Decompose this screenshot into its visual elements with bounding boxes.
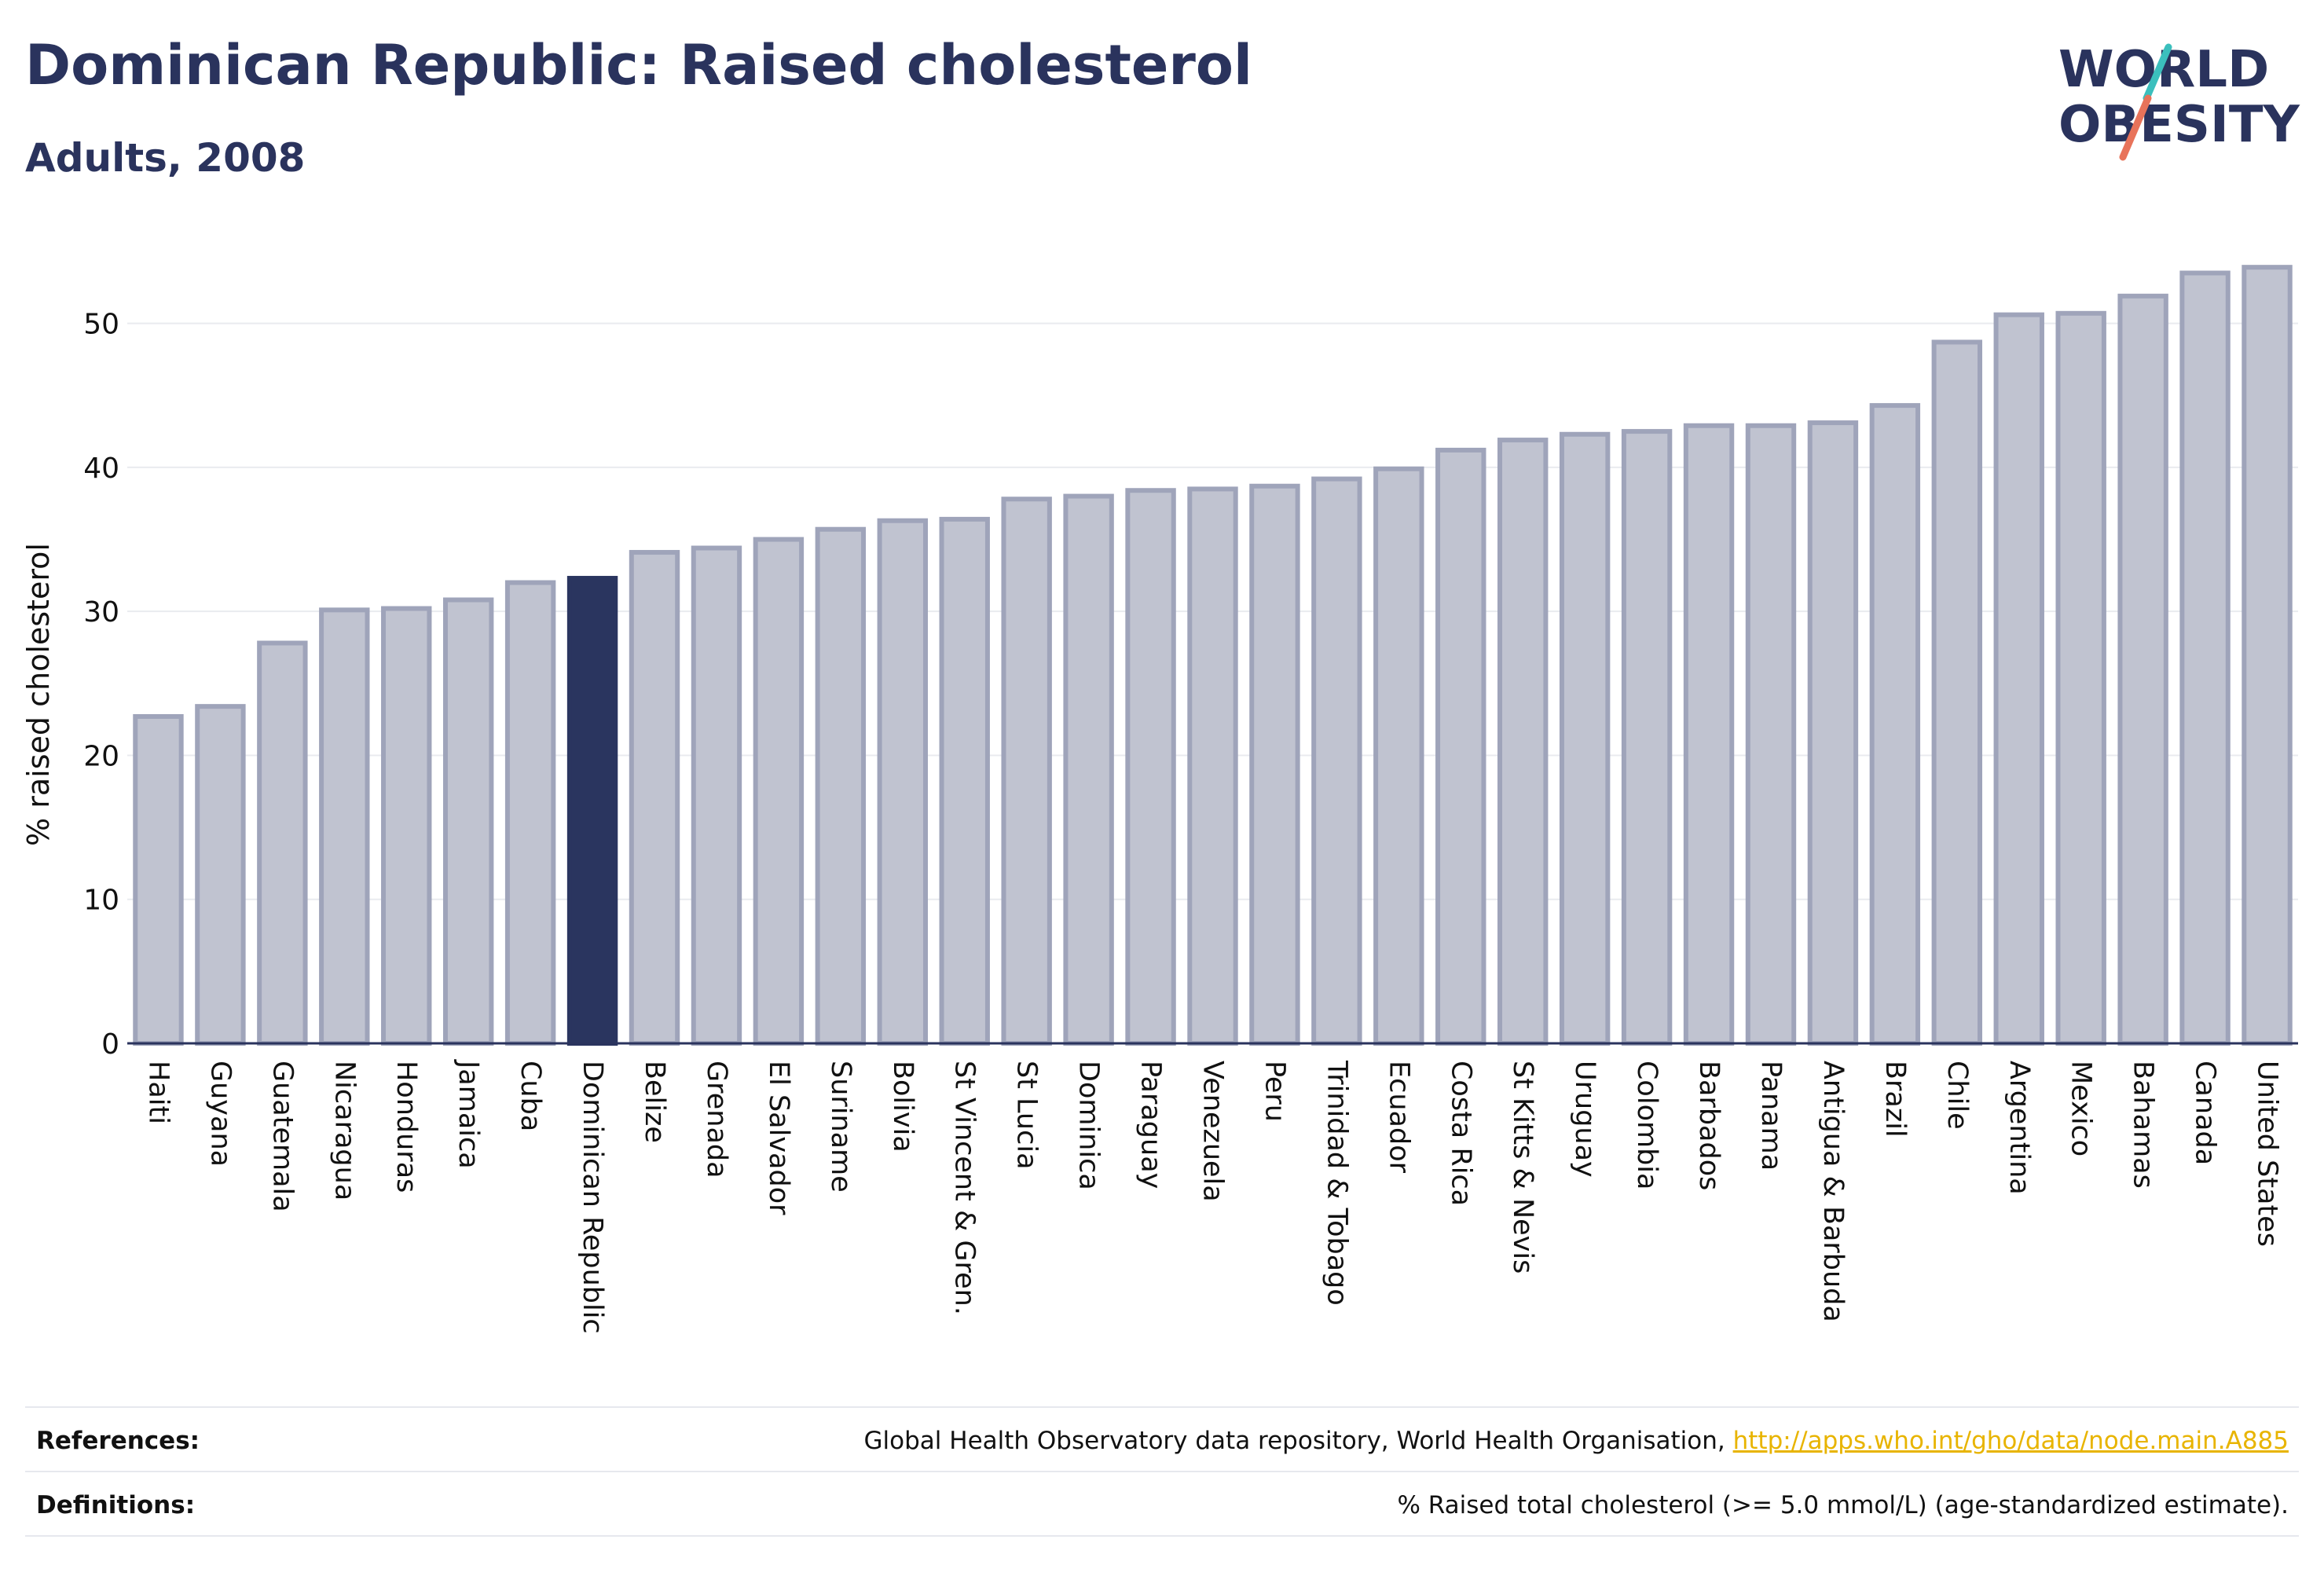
references-text: Global Health Observatory data repositor…: [864, 1427, 2289, 1455]
bar-argentina: [1993, 312, 2044, 1046]
bar-haiti: [133, 713, 184, 1046]
x-tick-label: Dominica: [1073, 1061, 1105, 1190]
x-tick-label: St Kitts & Nevis: [1507, 1061, 1538, 1274]
x-tick-label: Brazil: [1879, 1061, 1911, 1138]
bar-trinidad-tobago: [1311, 476, 1362, 1046]
x-tick-label: Panama: [1755, 1061, 1787, 1171]
bar-brazil: [1869, 403, 1921, 1046]
bar-venezuela: [1187, 486, 1238, 1046]
bar-el-salvador: [753, 537, 805, 1046]
logo-slash-coral: [2119, 94, 2152, 161]
bar-st-vincent-gren: [939, 516, 990, 1046]
x-tick-label: Guatemala: [266, 1061, 298, 1212]
logo-slash-teal: [2143, 43, 2172, 102]
references-label: References:: [36, 1427, 200, 1455]
references-link[interactable]: http://apps.who.int/gho/data/node.main.A…: [1732, 1427, 2289, 1455]
x-tick-label: Guyana: [204, 1061, 236, 1167]
bar-paraguay: [1125, 488, 1176, 1046]
bar-antigua-barbuda: [1807, 420, 1859, 1046]
y-tick-label: 0: [101, 1028, 119, 1061]
x-tick-label: Honduras: [390, 1061, 422, 1193]
x-tick-label: Colombia: [1631, 1061, 1662, 1189]
bar-uruguay: [1559, 431, 1611, 1046]
x-tick-label: Chile: [1941, 1061, 1973, 1130]
footer-divider-top: [25, 1406, 2299, 1408]
x-tick-label: Paraguay: [1135, 1061, 1167, 1189]
bar-st-lucia: [1001, 497, 1052, 1046]
y-tick-label: 10: [83, 885, 119, 917]
y-axis-label: % raised cholesterol: [21, 543, 56, 846]
bar-dominica: [1063, 493, 1114, 1046]
references-source: Global Health Observatory data repositor…: [863, 1427, 1725, 1455]
bar-bolivia: [877, 518, 928, 1046]
bar-guyana: [195, 704, 246, 1046]
bar-jamaica: [442, 597, 494, 1046]
bar-panama: [1745, 423, 1797, 1046]
bar-chart: 0 10 20 30 40 50 % raised cholesterol Haiti Gu…: [21, 265, 2298, 1334]
x-tick-label: Venezuela: [1197, 1061, 1229, 1202]
bar-barbados: [1683, 423, 1735, 1046]
bar-belize: [629, 550, 680, 1046]
chart-subtitle: Adults, 2008: [25, 135, 306, 181]
x-tick-label: Mexico: [2066, 1061, 2097, 1156]
x-tick-label: Jamaica: [453, 1059, 484, 1169]
x-tick-label: Cuba: [515, 1061, 546, 1131]
x-tick-label: Grenada: [701, 1061, 732, 1178]
bar-bahamas: [2117, 293, 2168, 1046]
y-tick-label: 20: [83, 740, 119, 772]
x-tick-label: Antigua & Barbuda: [1817, 1061, 1849, 1322]
definitions-label: Definitions:: [36, 1491, 196, 1519]
x-tick-label: Suriname: [825, 1061, 856, 1193]
bar-cuba: [504, 580, 556, 1046]
x-tick-label: St Vincent & Gren.: [949, 1061, 981, 1315]
footer-divider-middle: [25, 1471, 2299, 1472]
bar-ecuador: [1373, 466, 1424, 1046]
bars: [133, 265, 2293, 1046]
y-tick-labels: 0 10 20 30 40 50: [83, 309, 119, 1061]
footer-divider-bottom: [25, 1535, 2299, 1537]
world-obesity-logo: WORLD OBESITY: [2058, 41, 2300, 161]
x-tick-labels: Haiti Guyana Guatemala Nicaragua Honduras Jam…: [142, 1059, 2282, 1334]
bar-canada: [2179, 270, 2231, 1046]
definitions-text: % Raised total cholesterol (>= 5.0 mmol/…: [1397, 1491, 2289, 1519]
x-tick-label: United States: [2252, 1061, 2283, 1247]
bar-suriname: [815, 526, 867, 1046]
x-tick-label: Nicaragua: [328, 1061, 360, 1200]
bar-chile: [1931, 339, 1983, 1046]
bar-guatemala: [257, 640, 308, 1046]
x-tick-label: Haiti: [142, 1061, 174, 1124]
logo-word-obesity: OBESITY: [2058, 96, 2300, 154]
x-tick-label: Ecuador: [1383, 1061, 1414, 1174]
x-tick-label: Uruguay: [1569, 1061, 1600, 1178]
bar-united-states: [2242, 265, 2293, 1046]
x-tick-label: Belize: [639, 1061, 670, 1143]
bar-honduras: [381, 606, 432, 1046]
bar-nicaragua: [319, 607, 370, 1046]
y-tick-label: 30: [83, 596, 119, 629]
x-tick-label: Dominican Republic: [577, 1061, 608, 1334]
x-tick-label: Barbados: [1693, 1061, 1725, 1190]
x-tick-label: St Lucia: [1011, 1061, 1043, 1170]
bar-grenada: [691, 545, 742, 1046]
x-tick-label: Canada: [2190, 1061, 2221, 1165]
bar-colombia: [1621, 429, 1673, 1046]
bar-st-kitts-nevis: [1497, 438, 1549, 1046]
y-tick-label: 40: [83, 453, 119, 485]
x-tick-label: Costa Rica: [1445, 1061, 1476, 1206]
x-tick-label: Bolivia: [887, 1061, 918, 1153]
x-tick-label: Argentina: [2003, 1061, 2035, 1195]
y-tick-label: 50: [83, 309, 119, 341]
x-tick-label: Trinidad & Tobago: [1321, 1060, 1352, 1306]
bar-mexico: [2055, 310, 2106, 1046]
bar-dominican-republic: [566, 576, 618, 1046]
x-tick-label: Peru: [1259, 1061, 1290, 1122]
x-tick-label: Bahamas: [2128, 1061, 2159, 1189]
bar-peru: [1249, 483, 1300, 1046]
bar-costa-rica: [1435, 447, 1486, 1046]
x-tick-label: El Salvador: [763, 1061, 794, 1215]
chart-title: Dominican Republic: Raised cholesterol: [25, 33, 1253, 97]
